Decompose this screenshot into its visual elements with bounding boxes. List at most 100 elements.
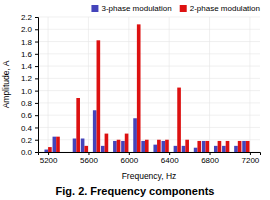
y-tick-label: 1.6 <box>21 50 33 59</box>
x-tick-mark <box>210 152 211 155</box>
bar <box>238 141 242 152</box>
x-tick: 5200 <box>40 152 58 165</box>
y-tick-label: 1.2 <box>21 74 33 83</box>
y-tick-mark <box>35 140 38 141</box>
y-tick: 1.8 <box>21 38 38 47</box>
chart: 5200 5600 6000 6400 6800 7200 0.0 0.2 0.4 0.6 0.8 1… <box>0 0 270 200</box>
y-tick: 2.2 <box>21 13 38 22</box>
x-tick-label: 5600 <box>80 156 98 165</box>
grid-line <box>38 29 260 30</box>
bar <box>157 140 161 152</box>
bar <box>162 141 166 152</box>
bar <box>214 146 218 152</box>
bar <box>121 141 125 152</box>
bar <box>177 88 181 152</box>
y-tick: 0.6 <box>21 111 38 120</box>
x-tick-mark <box>129 152 130 155</box>
grid-line <box>38 102 260 103</box>
x-tick-mark <box>48 152 49 155</box>
x-tick: 5600 <box>80 152 98 165</box>
y-tick-label: 0.0 <box>21 148 33 157</box>
grid-line <box>38 115 260 116</box>
y-tick-label: 0.4 <box>21 124 33 133</box>
y-tick-label: 2.2 <box>21 13 33 22</box>
y-axis: 0.0 0.2 0.4 0.6 0.8 1.0 1.2 1.4 1.6 1.8 2.0 2.2 <box>21 13 39 157</box>
x-tick: 6000 <box>120 152 138 165</box>
bar <box>185 140 189 152</box>
x-tick-mark <box>169 152 170 155</box>
y-tick: 0.2 <box>21 136 38 145</box>
x-tick-label: 5200 <box>40 156 58 165</box>
x-tick: 6800 <box>201 152 219 165</box>
grid-line <box>38 90 260 91</box>
legend-swatch <box>91 5 98 12</box>
y-tick-label: 1.8 <box>21 38 33 47</box>
bar <box>105 134 109 152</box>
x-tick-mark <box>88 152 89 155</box>
bar <box>113 141 117 152</box>
y-tick-mark <box>35 127 38 128</box>
bar <box>226 141 230 152</box>
y-tick: 1.2 <box>21 74 38 83</box>
x-tick-label: 6400 <box>161 156 179 165</box>
x-tick-mark <box>250 152 251 155</box>
title: Fig. 2. Frequency components <box>56 185 215 197</box>
y-tick: 0.8 <box>21 99 38 108</box>
bar <box>246 141 250 152</box>
grid-line <box>38 127 260 128</box>
bar <box>44 150 48 152</box>
grid-line <box>38 66 260 67</box>
bar <box>125 134 129 152</box>
y-tick: 2.0 <box>21 25 38 34</box>
x-axis-title: Frequency, Hz <box>122 171 177 181</box>
legend: 3-phase modulation 2-phase modulation <box>91 4 260 13</box>
y-tick: 1.0 <box>21 87 38 96</box>
grid-line <box>128 17 129 152</box>
y-tick-mark <box>35 42 38 43</box>
legend-item: 2-phase modulation <box>180 4 260 13</box>
bar <box>194 148 198 152</box>
grid-line <box>88 17 89 152</box>
bar <box>93 110 97 152</box>
y-tick-label: 0.8 <box>21 99 33 108</box>
y-tick-mark <box>35 78 38 79</box>
grid <box>38 17 260 152</box>
grid-line <box>38 78 260 79</box>
grid-line <box>38 53 260 54</box>
legend-item: 3-phase modulation <box>91 4 171 13</box>
grid-line <box>249 17 250 152</box>
bar <box>145 140 149 152</box>
y-tick-mark <box>35 152 38 153</box>
bar <box>53 137 57 152</box>
legend-label: 2-phase modulation <box>190 4 260 13</box>
x-tick: 7200 <box>242 152 260 165</box>
y-tick: 1.4 <box>21 62 38 71</box>
bar <box>242 141 246 152</box>
bar <box>81 139 85 153</box>
x-tick: 6400 <box>161 152 179 165</box>
bar <box>174 146 178 152</box>
y-tick-mark <box>35 54 38 55</box>
y-tick-label: 0.6 <box>21 111 33 120</box>
bar <box>218 141 222 152</box>
bar <box>137 24 141 152</box>
y-tick-label: 1.0 <box>21 87 33 96</box>
bar <box>73 139 77 153</box>
bar <box>56 137 60 152</box>
bar <box>48 147 52 152</box>
x-axis-line <box>39 153 261 156</box>
bar <box>97 40 101 152</box>
grid-line <box>48 17 49 152</box>
bar <box>133 118 137 152</box>
legend-label: 3-phase modulation <box>101 4 171 13</box>
bar <box>182 146 186 152</box>
y-tick-label: 2.0 <box>21 25 33 34</box>
bar <box>202 141 206 152</box>
bar <box>141 141 145 152</box>
y-axis-title: Amplitude, A <box>1 60 11 108</box>
y-tick-mark <box>35 66 38 67</box>
y-axis-line <box>35 18 39 153</box>
plot: 5200 5600 6000 6400 6800 7200 0.0 0.2 0.4 0.6 0.8 1… <box>21 13 261 165</box>
y-tick: 1.6 <box>21 50 38 59</box>
bar <box>117 140 121 152</box>
